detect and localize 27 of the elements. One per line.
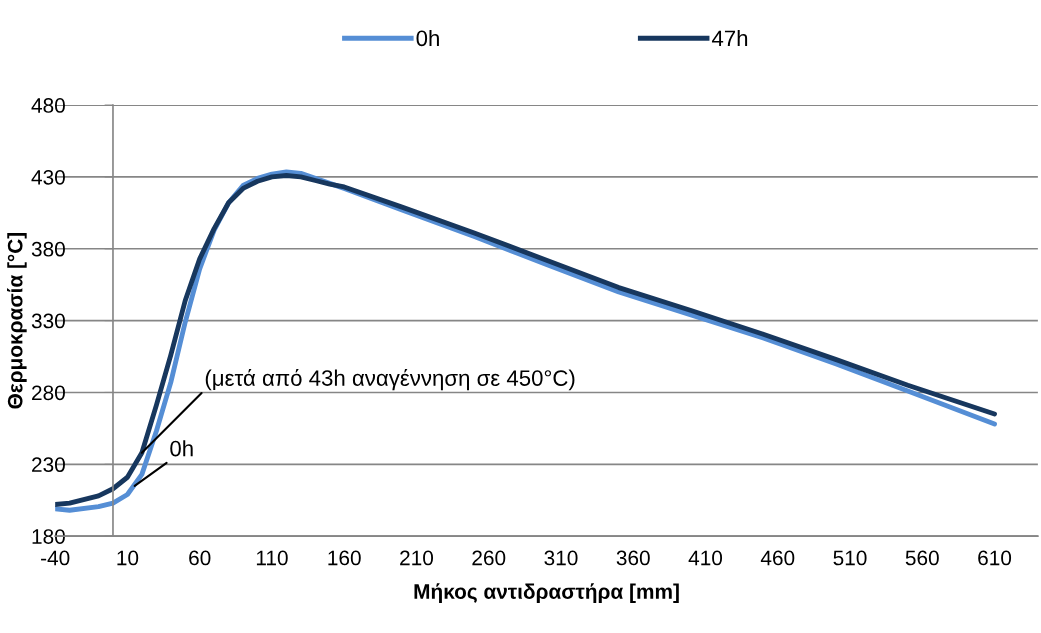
x-tick-label: 310 <box>544 550 578 566</box>
annotation: (μετά από 43h αναγέννηση σε 450°C) <box>205 368 575 391</box>
y-tick-label: 430 <box>31 169 65 185</box>
y-tick-label: 380 <box>31 241 65 257</box>
x-tick-label: 260 <box>472 550 506 566</box>
x-tick-label: 110 <box>256 550 288 566</box>
y-tick-label: 280 <box>32 385 65 401</box>
x-tick-label: 410 <box>688 550 723 566</box>
y-tick-label: 480 <box>31 98 65 113</box>
x-tick-label: 60 <box>189 550 211 566</box>
x-tick-label: 560 <box>905 550 939 566</box>
legend-label: 0h <box>416 29 439 47</box>
x-tick-label: 10 <box>117 550 139 566</box>
x-tick-label: 360 <box>616 550 650 566</box>
x-tick-label: -40 <box>41 550 70 566</box>
y-tick-label: 230 <box>32 457 65 473</box>
x-tick-label: 510 <box>833 550 867 566</box>
x-tick-label: 610 <box>978 550 1012 566</box>
legend-label: 47h <box>711 29 748 46</box>
y-tick-label: 330 <box>31 313 65 329</box>
annotation: 0h <box>170 440 193 457</box>
x-tick-label: 210 <box>400 550 434 566</box>
y-tick-label: 180 <box>32 529 65 544</box>
y-axis-title: Θερμοκρασία [°C] <box>7 232 27 409</box>
x-tick-label: 160 <box>328 550 361 566</box>
x-axis-title: Μήκος αντιδραστήρα [mm] <box>414 583 679 604</box>
x-tick-label: 460 <box>760 550 795 566</box>
